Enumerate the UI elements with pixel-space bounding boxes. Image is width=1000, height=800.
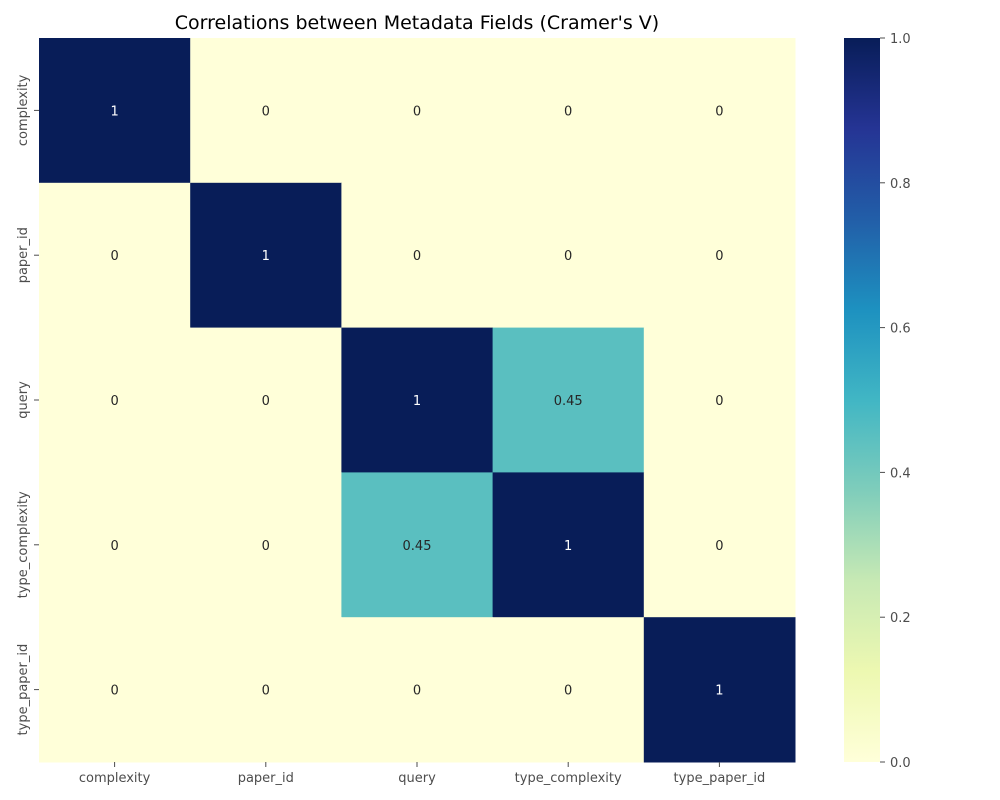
heatmap-cell: [190, 38, 342, 184]
heatmap-cell: [341, 38, 494, 184]
cell-value-label: 0: [564, 249, 572, 264]
heatmap-cell: [190, 327, 342, 473]
x-axis: complexity paper_id query type_complexity ty…: [79, 762, 765, 786]
cell-value-label: 0: [413, 249, 421, 264]
heatmap-cell: [492, 327, 645, 473]
heatmap-cell: [492, 38, 645, 184]
heatmap-cell: [341, 472, 494, 618]
heatmap-cell: [643, 38, 796, 184]
colorbar-tick-label: 0.4: [890, 466, 911, 481]
x-tick-label: query: [398, 771, 436, 786]
colorbar-tick-label: 0.6: [890, 322, 911, 337]
heatmap-cell: [341, 182, 494, 329]
colorbar: [844, 38, 880, 762]
heatmap-cell: [492, 617, 645, 763]
heatmap-cell: [190, 182, 342, 329]
heatmap-cell: [39, 617, 191, 763]
heatmap-cell: [492, 472, 645, 618]
cell-value-label: 1: [110, 104, 118, 119]
heatmap-cell: [643, 617, 796, 763]
heatmap-cell: [39, 182, 191, 329]
cell-value-label: 1: [413, 394, 421, 409]
cell-value-label: 0: [262, 539, 270, 554]
y-tick-label: complexity: [16, 74, 31, 146]
cell-value-label: 0: [110, 249, 118, 264]
y-tick-label: type_complexity: [16, 491, 31, 598]
cell-value-label: 0: [715, 394, 723, 409]
cell-value-label: 1: [262, 249, 270, 264]
heatmap-cell: [492, 182, 645, 329]
heatmap-cell: [341, 617, 494, 763]
colorbar-gradient: [844, 38, 880, 762]
chart-title: Correlations between Metadata Fields (Cr…: [175, 12, 659, 34]
cell-value-label: 0: [564, 684, 572, 699]
colorbar-ticks: 0.0 0.2 0.4 0.6 0.8 1.0: [880, 32, 911, 771]
heatmap-cell-labels: 1 0 0 0 0 0 1 0 0 0 0 0 1 0.45 0 0 0 0.45 1 0 0 0 0 0 1: [110, 104, 723, 698]
heatmap-cell: [643, 327, 796, 473]
cell-value-label: 0: [413, 104, 421, 119]
cell-value-label: 0.45: [403, 539, 432, 554]
cell-value-label: 0: [262, 684, 270, 699]
cell-value-label: 0: [110, 684, 118, 699]
x-tick-label: paper_id: [238, 771, 294, 786]
cell-value-label: 0: [110, 394, 118, 409]
colorbar-tick-label: 0.8: [890, 177, 911, 192]
y-tick-label: paper_id: [16, 227, 31, 283]
colorbar-tick-label: 0.0: [890, 756, 911, 771]
cell-value-label: 0: [564, 104, 572, 119]
x-tick-label: complexity: [79, 771, 151, 786]
y-tick-label: query: [16, 381, 31, 419]
heatmap-cell: [39, 472, 191, 618]
cell-value-label: 0: [110, 539, 118, 554]
heatmap-cell: [190, 472, 342, 618]
cell-value-label: 0: [413, 684, 421, 699]
heatmap-cell: [39, 38, 191, 184]
x-tick-label: type_complexity: [515, 771, 622, 786]
cell-value-label: 0: [715, 539, 723, 554]
cell-value-label: 0.45: [554, 394, 583, 409]
heatmap-cell: [39, 327, 191, 473]
y-tick-label: type_paper_id: [16, 644, 31, 736]
cell-value-label: 0: [262, 104, 270, 119]
heatmap-cells: [39, 38, 796, 763]
cell-value-label: 0: [715, 104, 723, 119]
heatmap-cell: [341, 327, 494, 473]
cell-value-label: 1: [564, 539, 572, 554]
cell-value-label: 1: [715, 684, 723, 699]
x-tick-label: type_paper_id: [674, 771, 766, 786]
cell-value-label: 0: [262, 394, 270, 409]
cell-value-label: 0: [715, 249, 723, 264]
heatmap-cell: [643, 472, 796, 618]
heatmap-cell: [190, 617, 342, 763]
heatmap-cell: [643, 182, 796, 329]
colorbar-tick-label: 1.0: [890, 32, 911, 47]
colorbar-tick-label: 0.2: [890, 611, 911, 626]
